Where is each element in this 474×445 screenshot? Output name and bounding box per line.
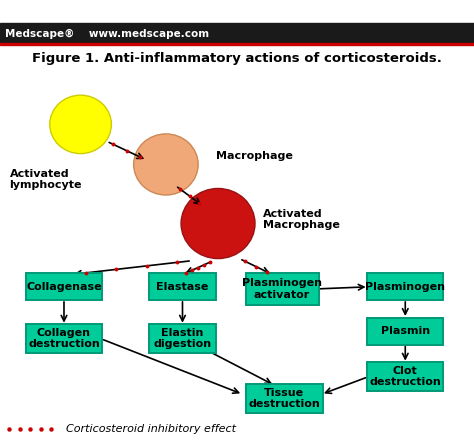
Bar [0,43,474,45]
Ellipse shape [50,95,111,154]
Text: Plasminogen: Plasminogen [365,282,445,292]
Text: Figure 1. Anti-inflammatory actions of corticosteroids.: Figure 1. Anti-inflammatory actions of c… [32,53,442,65]
Text: Medscape®    www.medscape.com: Medscape® www.medscape.com [5,28,209,39]
Text: Macrophage: Macrophage [216,151,292,161]
Text: Clot
destruction: Clot destruction [369,366,441,388]
Ellipse shape [181,189,255,259]
Ellipse shape [134,134,198,195]
FancyBboxPatch shape [26,324,102,353]
Text: Corticosteroid inhibitory effect: Corticosteroid inhibitory effect [66,424,237,434]
Bar [0,23,474,43]
Text: Elastase: Elastase [156,282,209,292]
FancyBboxPatch shape [367,318,444,344]
Text: Elastin
digestion: Elastin digestion [154,328,211,349]
FancyBboxPatch shape [367,273,444,300]
Text: Activated
lymphocyte: Activated lymphocyte [9,169,82,190]
FancyBboxPatch shape [149,273,216,300]
FancyBboxPatch shape [367,362,444,391]
Text: Tissue
destruction: Tissue destruction [248,388,320,409]
Text: Collagenase: Collagenase [26,282,102,292]
FancyBboxPatch shape [246,384,322,413]
Text: Collagen
destruction: Collagen destruction [28,328,100,349]
Text: Plasminogen
activator: Plasminogen activator [242,278,322,300]
FancyBboxPatch shape [26,273,102,300]
Text: Plasmin: Plasmin [381,326,430,336]
FancyBboxPatch shape [149,324,216,353]
Text: Activated
Macrophage: Activated Macrophage [263,209,340,230]
FancyBboxPatch shape [246,273,319,304]
